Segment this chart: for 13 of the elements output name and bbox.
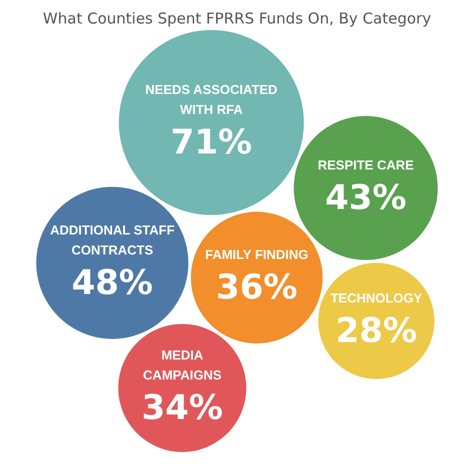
category-label: NEEDS ASSOCIATED WITH RFA — [145, 82, 278, 118]
data-label: 48% — [72, 262, 154, 303]
category-label: ADDITIONAL STAFF CONTRACTS — [50, 222, 175, 258]
category-label: RESPITE CARE — [318, 158, 414, 173]
data-label: 28% — [336, 310, 418, 351]
data-label: 43% — [325, 178, 406, 218]
category-label: FAMILY FINDING — [205, 247, 308, 262]
text: What Counties Spent FPRRS Funds On, By Category — [42, 10, 432, 28]
category-label: TECHNOLOGY — [330, 290, 423, 306]
data-label: 36% — [216, 268, 298, 308]
category-label: MEDIA CAMPAIGNS — [143, 347, 222, 382]
data-label: 71% — [170, 122, 252, 163]
data-label: 34% — [142, 388, 223, 428]
